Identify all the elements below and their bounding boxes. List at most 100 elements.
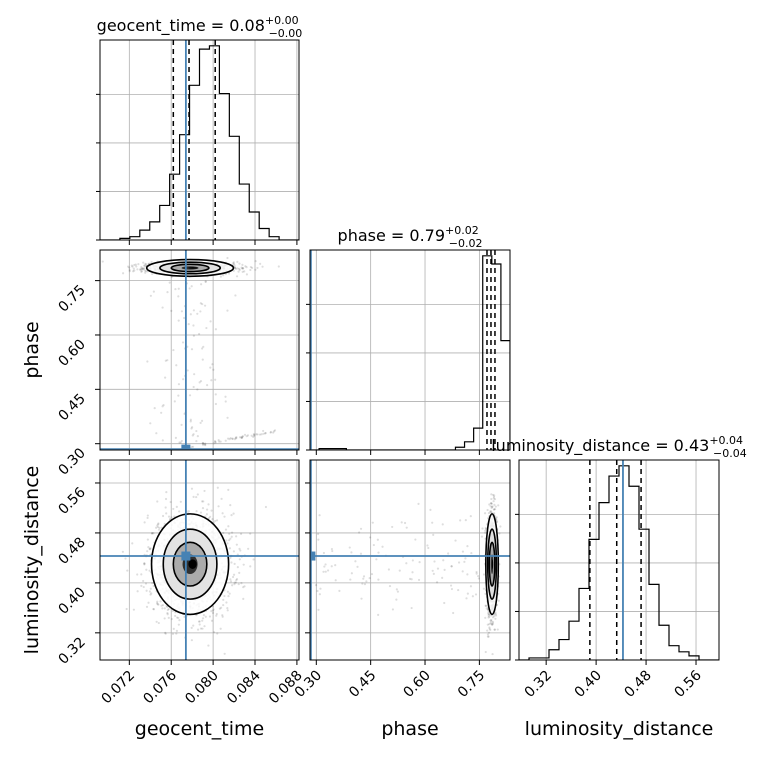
sample-point	[498, 532, 501, 535]
sample-point	[486, 633, 490, 636]
sample-point	[324, 570, 327, 573]
x-tick-label-geocent_time: 0.084	[224, 667, 264, 707]
sample-point	[253, 433, 256, 437]
sample-point	[211, 609, 215, 612]
sample-point	[164, 497, 168, 501]
sample-point	[447, 552, 450, 555]
sample-point	[202, 614, 206, 617]
sample-point	[225, 601, 228, 604]
sample-point	[429, 508, 432, 511]
sample-point	[411, 559, 414, 562]
scatter-luminosity_distance_vs_phase	[310, 460, 510, 660]
sample-point	[222, 603, 225, 607]
sample-point	[212, 442, 215, 445]
title-sup: +0.00	[265, 14, 299, 27]
sample-point	[212, 368, 215, 371]
sample-point	[226, 590, 230, 593]
sample-point	[377, 551, 380, 554]
sample-point	[169, 500, 172, 504]
sample-point	[127, 265, 130, 268]
sample-point	[195, 429, 198, 433]
sample-point	[148, 548, 152, 551]
sample-point	[152, 290, 155, 293]
sample-point	[334, 579, 337, 582]
luminosity_distance_vs_phase-grid	[310, 460, 510, 660]
sample-point	[250, 434, 253, 437]
truth-marker	[181, 444, 191, 450]
sample-point	[212, 608, 215, 611]
sample-point	[187, 323, 190, 326]
sample-point	[140, 267, 144, 270]
sample-point	[314, 584, 318, 587]
sample-point	[242, 597, 245, 600]
sample-point	[167, 616, 170, 619]
sample-point	[490, 502, 493, 505]
sample-point	[256, 433, 259, 436]
sample-point	[170, 516, 173, 519]
sample-point	[235, 437, 238, 440]
sample-point	[368, 577, 371, 580]
sample-point	[146, 538, 149, 541]
sample-point	[168, 281, 171, 284]
sample-point	[202, 443, 205, 446]
sample-point	[487, 610, 490, 614]
sample-point	[175, 616, 179, 619]
sample-point	[157, 522, 160, 525]
histogram-phase	[310, 255, 510, 450]
sample-point	[131, 265, 134, 268]
sample-point	[124, 557, 127, 560]
sample-point	[228, 532, 231, 535]
sample-point	[235, 578, 239, 581]
sample-point	[134, 263, 137, 266]
sample-point	[211, 363, 214, 366]
sample-point	[469, 515, 472, 518]
sample-point	[226, 437, 230, 440]
sample-point	[491, 622, 494, 625]
sample-point	[243, 270, 246, 273]
sample-point	[480, 535, 484, 538]
sample-point	[209, 366, 212, 369]
sample-point	[197, 620, 201, 623]
sample-point	[487, 613, 491, 616]
sample-point	[466, 573, 469, 576]
sample-point	[260, 433, 263, 436]
sample-point	[233, 562, 236, 565]
panel-frame-luminosity_distance	[518, 459, 720, 661]
sample-point	[486, 623, 489, 626]
sample-point	[171, 632, 175, 635]
sample-point	[459, 519, 462, 522]
sample-point	[410, 606, 413, 610]
sample-point	[234, 267, 238, 270]
y-tick-label-phase: 0.45	[55, 391, 88, 424]
sample-point	[166, 291, 169, 294]
sample-point	[202, 500, 205, 503]
sample-point	[377, 613, 380, 616]
sample-point	[400, 521, 403, 524]
sample-point	[212, 631, 216, 634]
sample-point	[240, 266, 243, 269]
sample-point	[273, 429, 277, 432]
sample-point	[216, 486, 219, 489]
sample-point	[493, 628, 497, 631]
sample-point	[165, 512, 168, 515]
truth-marker	[310, 551, 316, 561]
sample-point	[199, 302, 202, 305]
sample-point	[236, 267, 239, 270]
sample-point	[233, 583, 236, 586]
sample-point	[484, 592, 487, 595]
sample-point	[331, 549, 334, 553]
sample-point	[491, 652, 494, 656]
sample-point	[238, 262, 241, 265]
sample-point	[272, 431, 275, 434]
sample-point	[490, 622, 493, 626]
sample-point	[175, 505, 178, 508]
sample-point	[174, 614, 177, 617]
sample-point	[205, 326, 208, 330]
sample-point	[216, 632, 219, 635]
sample-point	[243, 433, 247, 436]
sample-point	[242, 586, 245, 589]
sample-point	[229, 504, 232, 507]
sample-point	[166, 605, 169, 609]
sample-point	[210, 619, 214, 622]
sample-point	[405, 562, 408, 565]
